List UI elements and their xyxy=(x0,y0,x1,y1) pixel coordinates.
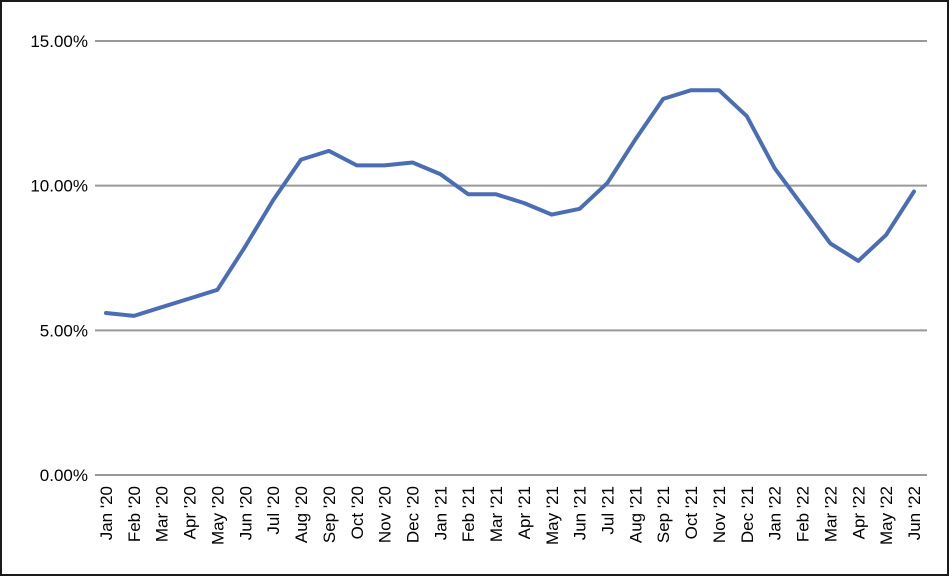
x-axis-tick-label: Dec '21 xyxy=(738,486,757,543)
x-axis-tick-label: Jun '20 xyxy=(236,486,255,540)
x-axis-tick-label: Mar '22 xyxy=(821,486,840,542)
x-axis-tick-label: Feb '22 xyxy=(794,486,813,542)
y-axis-tick-label: 0.00% xyxy=(40,466,88,485)
y-axis-tick-label: 10.00% xyxy=(30,177,88,196)
x-axis-tick-label: Aug '20 xyxy=(292,486,311,543)
data-line-series xyxy=(104,88,916,318)
y-axis-tick-label: 15.00% xyxy=(30,32,88,51)
x-axis-tick-label: May '21 xyxy=(543,486,562,545)
x-axis-tick-label: Mar '20 xyxy=(153,486,172,542)
x-axis-tick-label: Jan '20 xyxy=(97,486,116,540)
x-axis-tick-label: Jul '20 xyxy=(264,486,283,535)
x-axis-tick-label: Oct '20 xyxy=(348,486,367,539)
x-axis-tick-label: Jan '22 xyxy=(766,486,785,540)
x-axis-tick-label: Apr '21 xyxy=(515,486,534,539)
x-axis-tick-label: Feb '20 xyxy=(125,486,144,542)
x-axis-tick-label: Mar '21 xyxy=(487,486,506,542)
x-axis-tick-label: Jun '21 xyxy=(571,486,590,540)
y-axis-tick-label: 5.00% xyxy=(40,321,88,340)
x-axis-tick-label: Feb '21 xyxy=(459,486,478,542)
x-axis-tick-label: Jul '21 xyxy=(599,486,618,535)
x-axis-tick-label: Apr '20 xyxy=(181,486,200,539)
x-axis-tick-label: Nov '20 xyxy=(376,486,395,543)
x-axis-tick-label: Oct '21 xyxy=(682,486,701,539)
x-axis-tick-label: Sep '20 xyxy=(320,486,339,543)
x-axis-tick-label: Dec '20 xyxy=(403,486,422,543)
x-axis-tick-label: Sep '21 xyxy=(654,486,673,543)
x-axis-tick-label: Apr '22 xyxy=(849,486,868,539)
x-axis-tick-label: Jun '22 xyxy=(905,486,924,540)
x-axis-tick-label: Nov '21 xyxy=(710,486,729,543)
x-axis-tick-label: May '22 xyxy=(877,486,896,545)
x-axis-tick-label: May '20 xyxy=(208,486,227,545)
x-axis-tick-label: Jan '21 xyxy=(431,486,450,540)
x-axis-tick-label: Aug '21 xyxy=(626,486,645,543)
